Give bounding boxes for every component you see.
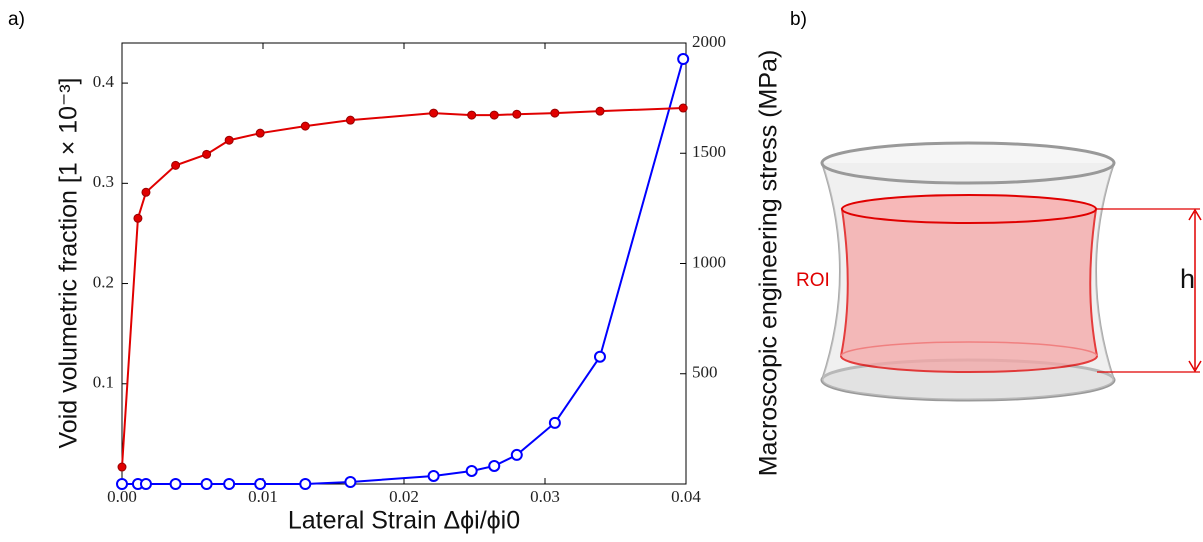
data-point [678,103,688,113]
x-tick-label: 0.01 [248,487,278,506]
data-point [255,128,265,138]
data-point [489,110,499,120]
y2-tick-label: 2000 [692,32,726,51]
y2-tick-label: 500 [692,363,718,382]
data-point [488,459,501,472]
data-point [116,478,128,490]
x-tick-label: 0.02 [389,487,419,506]
data-point [548,416,561,429]
roi-label: ROI [796,270,830,291]
y-tick-label: 0.4 [93,72,115,91]
top-plate [820,141,1116,185]
roi-top [841,194,1097,224]
y-tick-label: 0.2 [93,272,114,291]
cylinder-diagram: ROI h [796,141,1202,402]
data-point [141,187,151,197]
y2-tick-label: 1500 [692,142,726,161]
data-point [169,478,182,490]
data-point [133,213,143,223]
data-point [510,448,523,461]
arrow-heads [1188,208,1202,373]
y-tick-label: 0.1 [93,373,114,392]
data-point [202,149,212,159]
panel-label: a) [8,9,25,30]
data-point [224,135,234,145]
data-point [345,115,355,125]
cylinder-side [821,162,1115,381]
x-tick-label: 0.04 [671,487,701,506]
series-line [122,58,685,485]
x-tick-label: 0.03 [530,487,560,506]
data-point [595,106,605,116]
data-point [223,478,236,490]
data-point [200,478,213,490]
series-line [121,107,684,468]
data-point [550,108,560,118]
data-point [429,108,439,118]
data-point [139,478,152,490]
y-tick-label: 0.3 [93,172,114,191]
y2-tick-label: 1000 [692,252,726,271]
data-point [677,53,690,66]
data-point [467,110,477,120]
data-point [117,462,127,472]
data-point [465,464,478,477]
y2-axis-label: Macroscopic engineering stress (MPa) [755,50,783,477]
x-axis-label: Lateral Strain Δϕi/ϕi0 [288,507,520,535]
height-label: h [1180,264,1195,294]
data-point [299,478,312,490]
y-axis-label: Void volumetric fraction [1 × 10⁻³] [55,77,83,448]
data-point [344,475,357,488]
roi-region [839,208,1099,373]
data-point [512,109,522,119]
data-point [300,121,310,131]
panel-label: b) [790,9,807,30]
data-point [593,350,606,363]
roi-bottom-back [840,341,1098,357]
data-point [427,469,440,482]
data-point [254,478,267,490]
data-point [171,160,181,170]
x-tick-label: 0.00 [107,487,137,506]
